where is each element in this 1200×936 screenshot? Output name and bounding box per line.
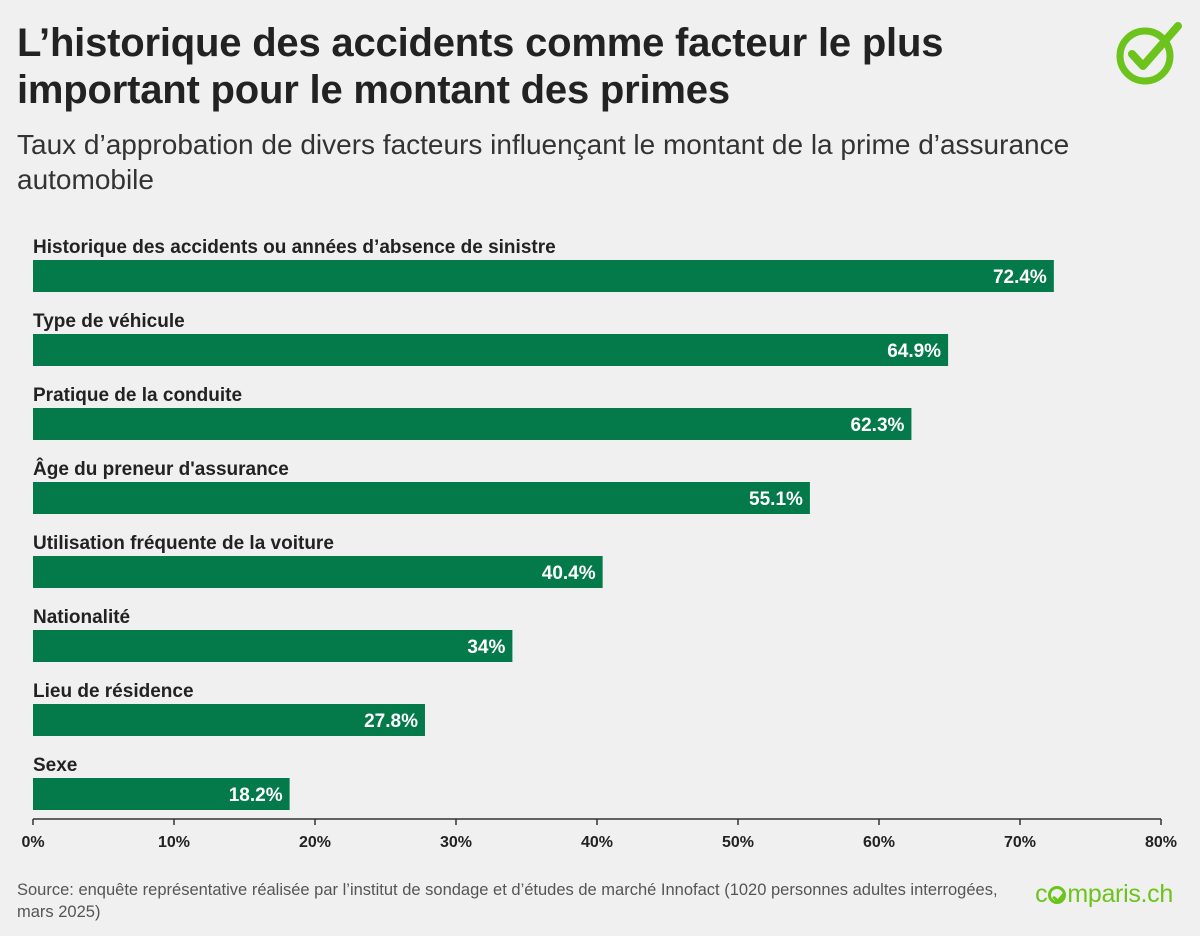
- chart-subtitle: Taux d’approbation de divers facteurs in…: [17, 129, 1070, 195]
- category-label: Nationalité: [33, 607, 130, 628]
- bar-value-label: 55.1%: [749, 489, 803, 510]
- category-label: Lieu de résidence: [33, 681, 194, 702]
- brand-prefix: c: [1035, 880, 1048, 908]
- bar: [33, 630, 513, 662]
- bar: [33, 334, 949, 366]
- bar-chart: Historique des accidents ou années d’abs…: [21, 237, 1177, 851]
- checkmark-circle-icon: [1116, 22, 1182, 85]
- x-tick-label: 10%: [158, 834, 190, 851]
- x-tick-label: 60%: [863, 834, 895, 851]
- brand-check-o-icon: [1048, 886, 1067, 904]
- category-label: Utilisation fréquente de la voiture: [33, 533, 334, 554]
- bar-value-label: 34%: [467, 637, 505, 658]
- category-label: Historique des accidents ou années d’abs…: [33, 237, 556, 258]
- category-label: Type de véhicule: [33, 311, 185, 332]
- bar-value-label: 27.8%: [364, 711, 418, 732]
- chart-title: L’historique des accidents comme facteur…: [17, 21, 944, 112]
- bar: [33, 778, 290, 810]
- x-tick-label: 30%: [440, 834, 472, 851]
- category-label: Pratique de la conduite: [33, 385, 242, 406]
- bar-value-label: 40.4%: [542, 563, 596, 584]
- brand-suffix: mparis.ch: [1067, 880, 1173, 908]
- category-label: Âge du preneur d'assurance: [33, 458, 289, 480]
- x-tick-label: 70%: [1004, 834, 1036, 851]
- bar-value-label: 64.9%: [887, 341, 941, 362]
- bar: [33, 260, 1054, 292]
- x-tick-label: 0%: [21, 834, 44, 851]
- bar: [33, 556, 603, 588]
- bar-value-label: 18.2%: [229, 785, 283, 806]
- bar: [33, 704, 425, 736]
- category-label: Sexe: [33, 755, 77, 776]
- x-tick-label: 50%: [722, 834, 754, 851]
- bar-value-label: 62.3%: [851, 415, 905, 436]
- source-note: Source: enquête représentative réalisée …: [17, 881, 998, 921]
- x-tick-label: 20%: [299, 834, 331, 851]
- bar: [33, 482, 810, 514]
- bar-value-label: 72.4%: [993, 267, 1047, 288]
- bar: [33, 408, 912, 440]
- comparis-logo: c mparis.ch: [1035, 880, 1173, 909]
- x-tick-label: 80%: [1145, 834, 1177, 851]
- x-tick-label: 40%: [581, 834, 613, 851]
